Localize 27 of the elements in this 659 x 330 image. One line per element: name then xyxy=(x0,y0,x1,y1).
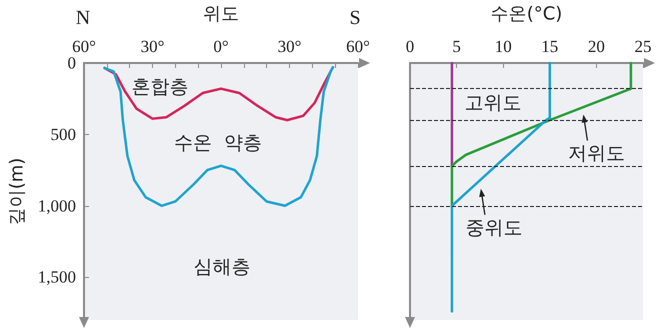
y-tick-label: 1,500 xyxy=(38,268,76,287)
x-tick-label: 15 xyxy=(541,37,558,56)
annotation: 혼합층 xyxy=(132,76,188,98)
x-axis-title: 수온(°C) xyxy=(490,4,562,24)
x-tick-label: 25 xyxy=(634,37,652,56)
y-tick-label: 0 xyxy=(68,54,76,72)
y-tick-label: 1,000 xyxy=(38,196,76,216)
x-tick-label: 20 xyxy=(588,37,605,56)
x-tick-label: 30° xyxy=(140,37,164,56)
text: S xyxy=(349,7,361,29)
annotation: 수온 약층 xyxy=(174,132,262,154)
y-tick-label: 500 xyxy=(50,124,76,144)
annotation: 중위도 xyxy=(465,216,522,239)
annotation: 저위도 xyxy=(568,142,625,165)
x-axis-title: 위도 xyxy=(203,4,239,24)
text: N xyxy=(76,7,90,29)
x-tick-label: 5 xyxy=(452,37,461,56)
annotation: 고위도 xyxy=(464,92,522,114)
x-tick-label: 60° xyxy=(346,37,370,56)
x-tick-label: 10 xyxy=(494,37,512,56)
x-tick-label: 0° xyxy=(213,37,229,56)
line-series xyxy=(103,66,334,208)
annotation: 심해층 xyxy=(194,256,250,278)
x-tick-label: 0 xyxy=(406,37,414,56)
y-axis-title: 깊이(m) xyxy=(6,158,28,226)
x-tick-label: 30° xyxy=(278,37,302,56)
x-tick-label: 60° xyxy=(72,37,96,56)
